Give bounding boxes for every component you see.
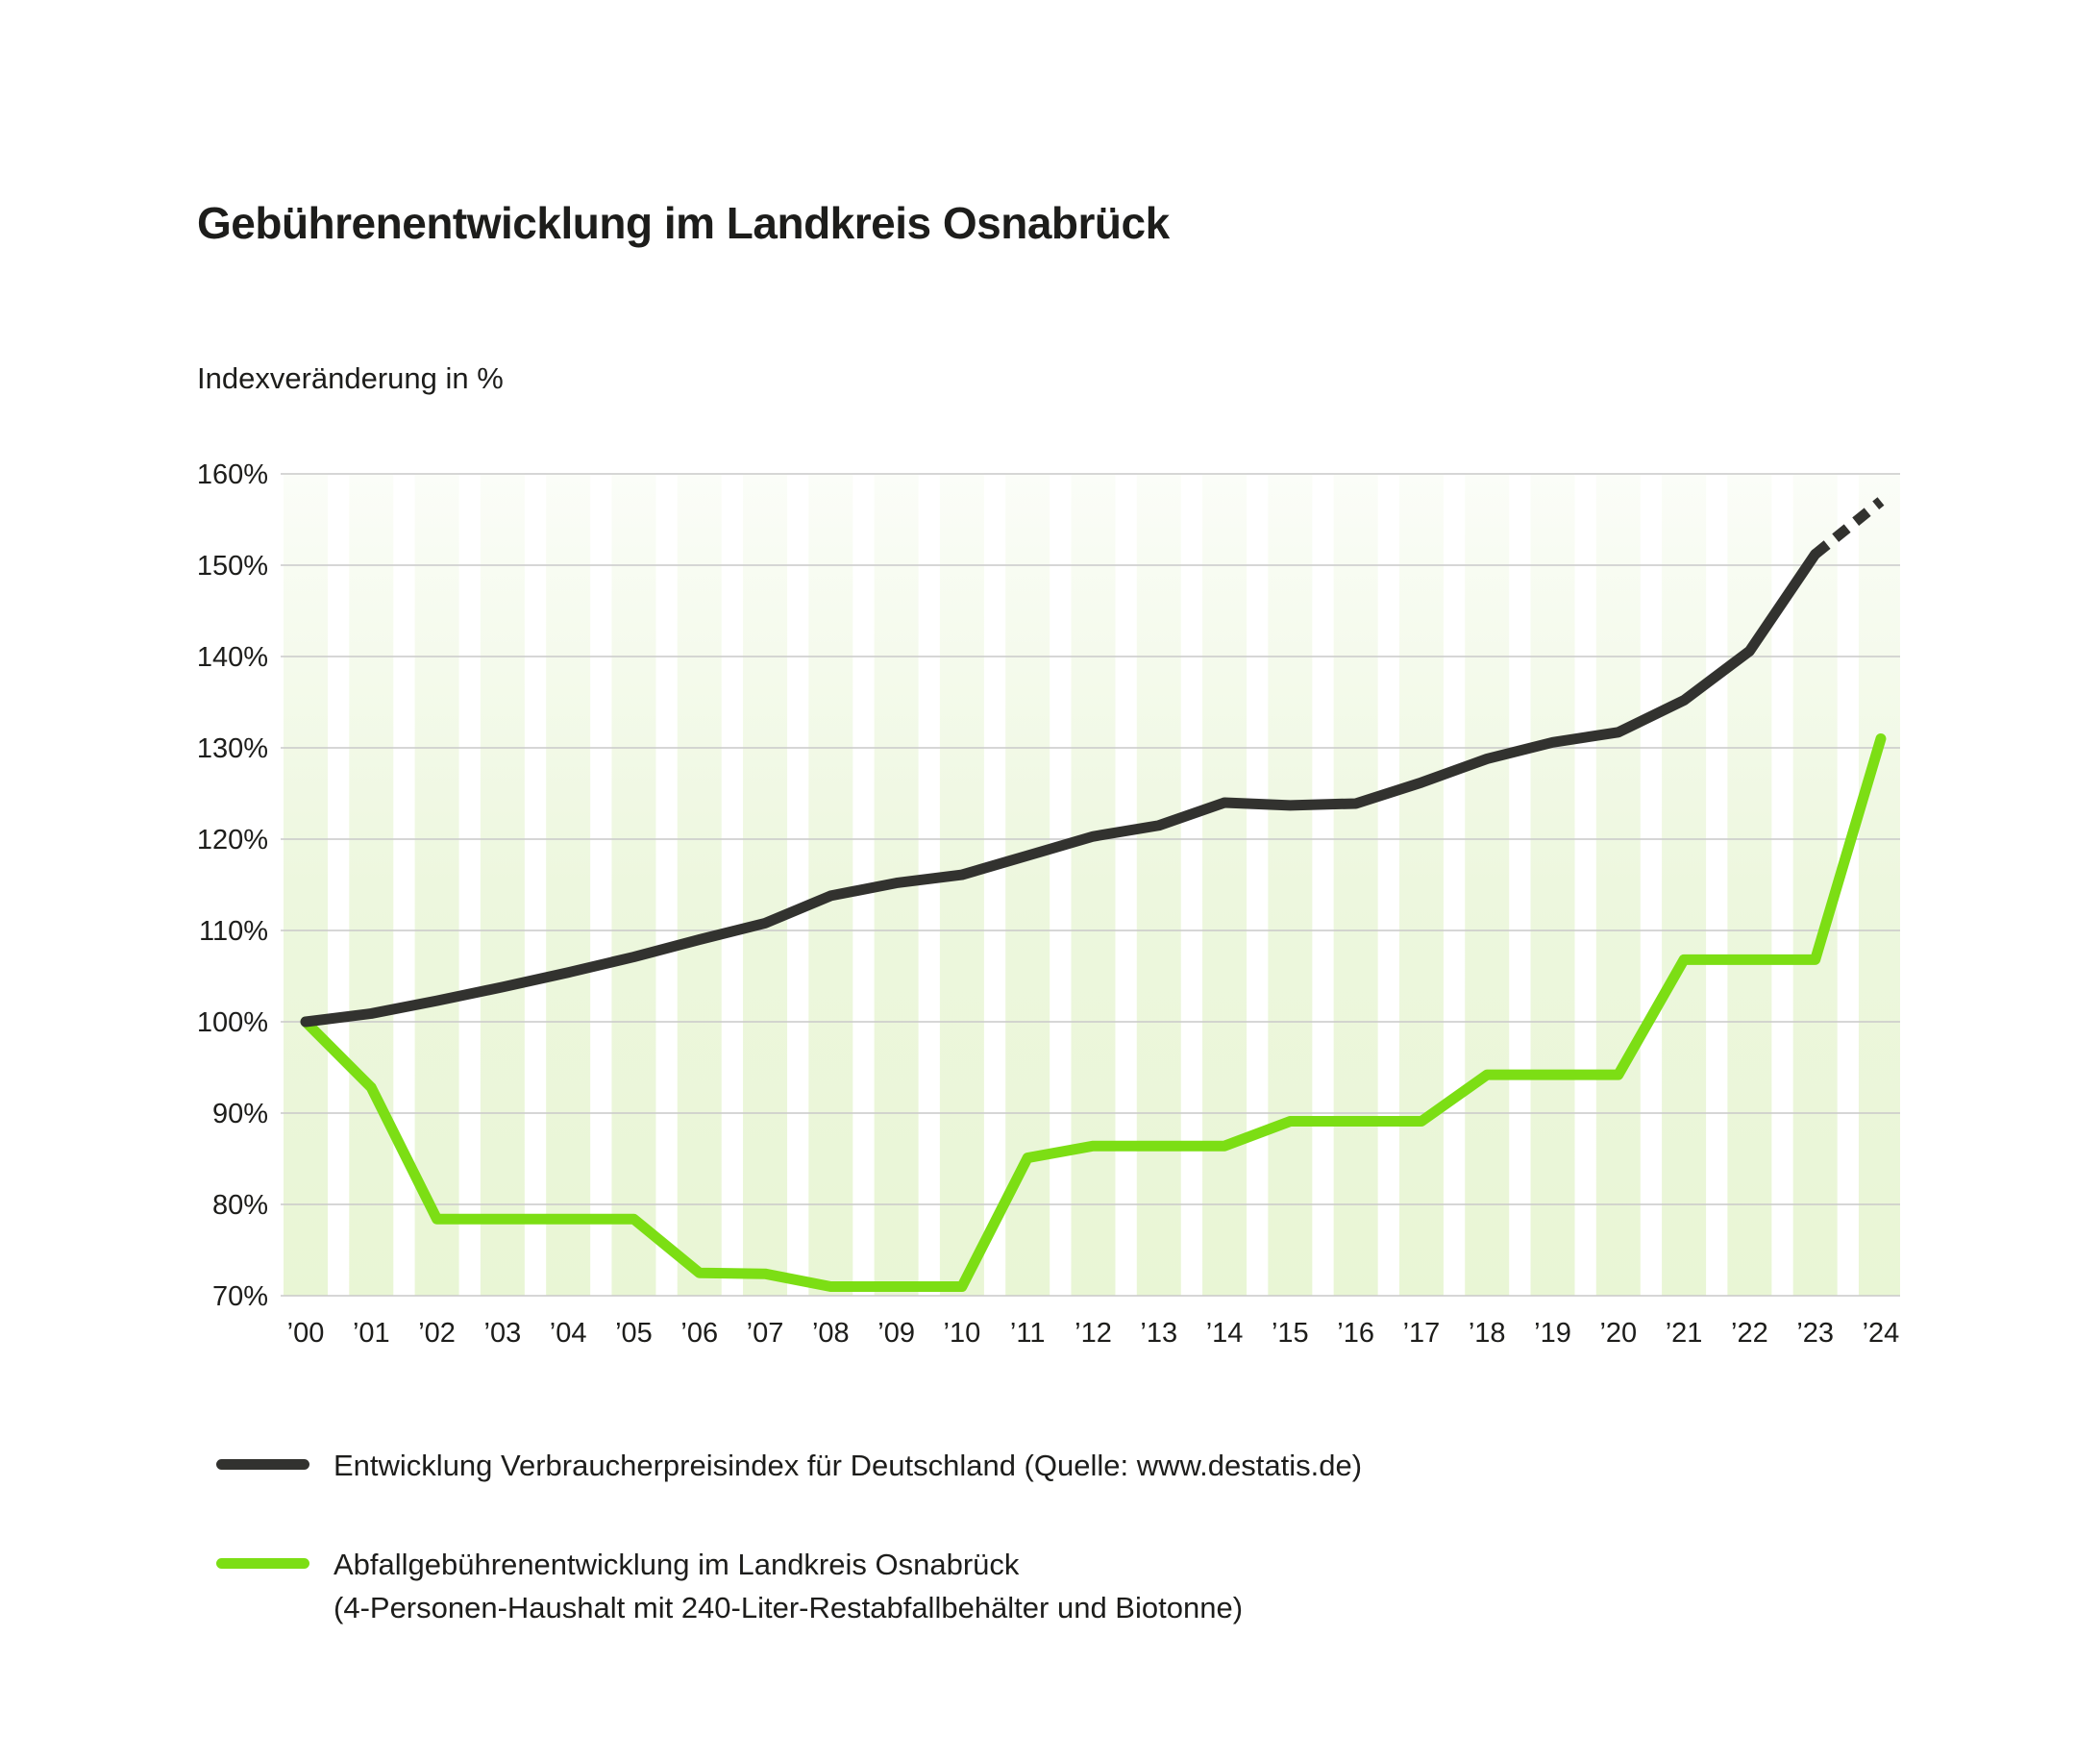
x-tick-label: ’00 (287, 1318, 325, 1349)
legend-item-vpi: Entwicklung Verbraucherpreisindex für De… (216, 1444, 1362, 1487)
y-tick-label: 110% (199, 916, 268, 947)
x-tick-label: ’21 (1666, 1318, 1703, 1349)
year-band (1595, 474, 1641, 1296)
y-tick-label: 90% (212, 1099, 268, 1129)
year-band (1727, 474, 1772, 1296)
x-tick-label: ’04 (550, 1318, 587, 1349)
y-tick-label: 120% (197, 825, 268, 855)
legend-label-abfall: Abfallgebührenentwicklung im Landkreis O… (334, 1543, 1243, 1629)
year-band (743, 474, 788, 1296)
year-band (414, 474, 459, 1296)
y-axis-title: Indexveränderung in % (197, 361, 504, 395)
year-band (1005, 474, 1050, 1296)
legend-label-abfall-line2: (4-Personen-Haushalt mit 240-Liter-Resta… (334, 1591, 1244, 1624)
x-tick-label: ’18 (1469, 1318, 1506, 1349)
year-bands (284, 474, 1900, 1296)
x-tick-label: ’03 (484, 1318, 522, 1349)
y-tick-label: 100% (197, 1007, 268, 1038)
x-tick-label: ’12 (1075, 1318, 1112, 1349)
legend-label-vpi: Entwicklung Verbraucherpreisindex für De… (334, 1449, 1363, 1482)
y-tick-label: 80% (212, 1190, 268, 1221)
x-tick-label: ’10 (944, 1318, 981, 1349)
legend-item-abfall: Abfallgebührenentwicklung im Landkreis O… (216, 1543, 1362, 1629)
year-band (1792, 474, 1838, 1296)
year-band (1662, 474, 1707, 1296)
x-tick-label: ’01 (353, 1318, 390, 1349)
x-tick-label: ’09 (877, 1318, 915, 1349)
x-tick-label: ’23 (1796, 1318, 1834, 1349)
vpi-line-projection (1812, 497, 1885, 558)
y-tick-label: 140% (197, 642, 268, 673)
x-tick-label: ’02 (418, 1318, 456, 1349)
x-tick-label: ’24 (1863, 1318, 1900, 1349)
year-band (1530, 474, 1575, 1296)
year-band (1858, 474, 1900, 1296)
legend-label-abfall-line1: Abfallgebührenentwicklung im Landkreis O… (334, 1548, 1020, 1581)
grid (281, 473, 1900, 1297)
x-tick-label: ’05 (615, 1318, 653, 1349)
year-band (939, 474, 984, 1296)
year-band (1136, 474, 1181, 1296)
x-tick-label: ’11 (1010, 1318, 1046, 1349)
x-tick-label: ’20 (1599, 1318, 1637, 1349)
legend: Entwicklung Verbraucherpreisindex für De… (216, 1444, 1362, 1629)
x-tick-label: ’22 (1731, 1318, 1768, 1349)
x-tick-label: ’06 (680, 1318, 718, 1349)
year-band (1202, 474, 1248, 1296)
vpi-line (300, 549, 1821, 1028)
y-tick-label: 160% (197, 459, 268, 490)
x-tick-label: ’08 (812, 1318, 850, 1349)
year-band (284, 474, 328, 1296)
year-band (349, 474, 394, 1296)
year-band (1071, 474, 1116, 1296)
year-band (1333, 474, 1378, 1296)
x-tick-label: ’13 (1140, 1318, 1177, 1349)
x-tick-label: ’19 (1534, 1318, 1571, 1349)
y-tick-label: 130% (197, 733, 268, 764)
page-title: Gebührenentwicklung im Landkreis Osnabrü… (197, 198, 1170, 248)
y-tick-label: 70% (212, 1281, 268, 1312)
y-tick-label: 150% (197, 551, 268, 582)
x-tick-label: ’16 (1337, 1318, 1374, 1349)
x-tick-label: ’14 (1206, 1318, 1244, 1349)
x-tick-label: ’15 (1272, 1318, 1309, 1349)
year-band (1398, 474, 1444, 1296)
x-tick-label: ’07 (747, 1318, 784, 1349)
legend-swatch-waste-line (216, 1558, 309, 1569)
x-tick-label: ’17 (1403, 1318, 1441, 1349)
waste-fee-line (300, 733, 1887, 1292)
year-band (611, 474, 656, 1296)
legend-swatch-vpi-line (216, 1459, 309, 1470)
year-band (1268, 474, 1313, 1296)
year-band (1465, 474, 1510, 1296)
year-band (480, 474, 525, 1296)
year-band (546, 474, 591, 1296)
year-band (808, 474, 853, 1296)
year-band (677, 474, 722, 1296)
